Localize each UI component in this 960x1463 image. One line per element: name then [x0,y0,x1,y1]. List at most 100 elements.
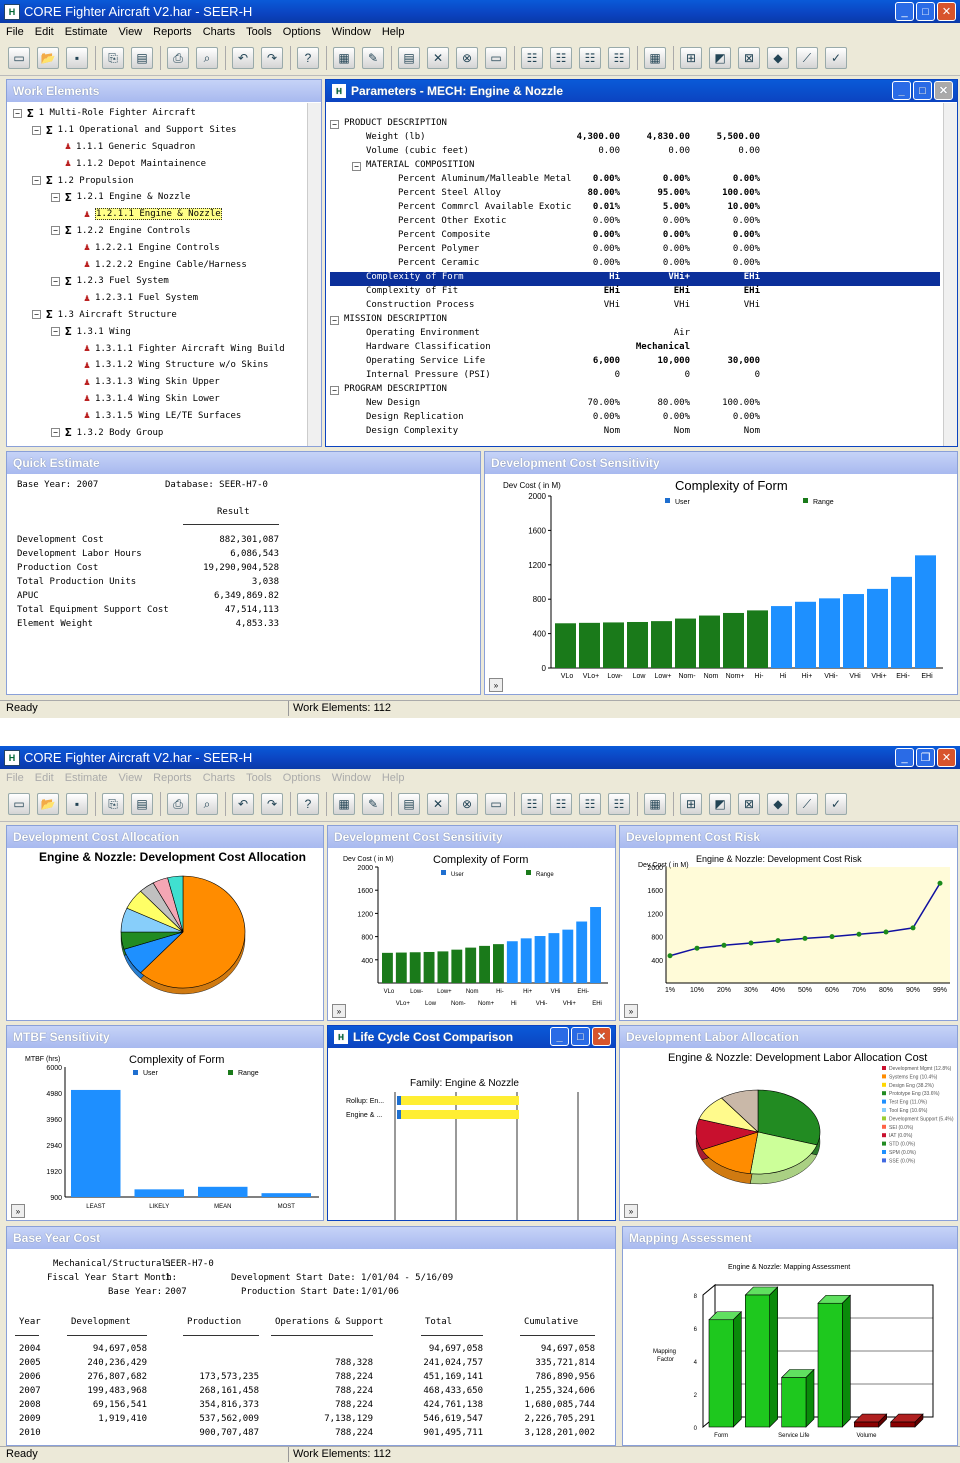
collapse-toggle-icon[interactable]: − [51,192,60,202]
menu-item-edit[interactable]: Edit [34,26,54,38]
collapse-toggle-icon[interactable]: − [51,428,60,438]
note-icon[interactable]: ▭ [485,47,507,69]
tree-item-selected[interactable]: ♟ 1.2.1.1 Engine & Nozzle [13,206,311,223]
help-icon[interactable]: ? [297,47,319,69]
tree-item[interactable]: ♟ 1.3.1.5 Wing LE/TE Surfaces [13,407,311,424]
tree-item[interactable]: − Σ 1.1 Operational and Support Sites [13,122,311,139]
copy-icon[interactable]: ⎘ [102,793,124,815]
param-row[interactable]: − PRODUCT DESCRIPTION [330,118,940,132]
menu-item-edit[interactable]: Edit [34,772,54,784]
collapse-toggle-icon[interactable]: − [51,276,60,286]
param-row[interactable]: − MATERIAL COMPOSITION [330,160,940,174]
plot-icon[interactable]: ⟋ [796,793,818,815]
param-row[interactable]: Complexity of Fit EHi EHi EHi [330,286,940,300]
menu-item-window[interactable]: Window [331,772,371,784]
menu-item-help[interactable]: Help [381,772,405,784]
menu-item-help[interactable]: Help [381,26,405,38]
delete-report-icon[interactable]: ✕ [427,793,449,815]
chart-icon[interactable]: ◩ [709,793,731,815]
tree-item[interactable]: ♟ 1.3.1.1 Fighter Aircraft Wing Build [13,340,311,357]
tree-out-icon[interactable]: ☷ [608,47,630,69]
open-folder-icon[interactable]: 📂 [37,793,59,815]
shapes-icon[interactable]: ◆ [767,47,789,69]
help-icon[interactable]: ? [297,793,319,815]
menu-item-tools[interactable]: Tools [246,772,272,784]
close-button[interactable]: ✕ [937,2,956,21]
menu-item-estimate[interactable]: Estimate [64,26,108,38]
restore-button[interactable]: ❐ [916,748,935,767]
tree-item[interactable]: ♟ 1.3.1.3 Wing Skin Upper [13,374,311,391]
tree-item[interactable]: ♟ 1.2.2.1 Engine Controls [13,239,311,256]
param-row[interactable]: Volume (cubic feet) 0.00 0.00 0.00 [330,146,940,160]
collapse-toggle-icon[interactable]: − [13,108,22,118]
menu-item-view[interactable]: View [118,772,143,784]
param-row[interactable]: − PROGRAM DESCRIPTION [330,384,940,398]
param-row[interactable]: Percent Other Exotic 0.00% 0.00% 0.00% [330,216,940,230]
save-icon[interactable]: ▪ [66,793,88,815]
cancel-icon[interactable]: ⊗ [456,47,478,69]
network-icon[interactable]: ⊞ [680,47,702,69]
undo-icon[interactable]: ↶ [232,793,254,815]
report-icon[interactable]: ▤ [398,793,420,815]
menu-item-view[interactable]: View [118,26,143,38]
param-row[interactable]: Construction Process VHi VHi VHi [330,300,940,314]
param-row[interactable]: Percent Composite 0.00% 0.00% 0.00% [330,230,940,244]
close-button[interactable]: ✕ [937,748,956,767]
menu-item-charts[interactable]: Charts [202,26,236,38]
print-preview-icon[interactable]: ⌕ [196,793,218,815]
collapse-toggle-icon[interactable]: − [32,310,41,320]
param-row[interactable]: New Design 70.00% 80.00% 100.00% [330,398,940,412]
param-row[interactable]: Design Replication 0.00% 0.00% 0.00% [330,412,940,426]
tree-item[interactable]: ♟ 1.2.2.2 Engine Cable/Harness [13,256,311,273]
tree-item[interactable]: − Σ 1 Multi-Role Fighter Aircraft [13,105,311,122]
param-row[interactable]: Operating Service Life 6,000 10,000 30,000 [330,356,940,370]
wbs-icon[interactable]: ⊠ [738,793,760,815]
collapse-toggle-icon[interactable]: − [330,386,339,395]
expand-button[interactable]: » [489,678,503,692]
tree-icon[interactable]: ☷ [521,47,543,69]
collapse-toggle-icon[interactable]: − [32,125,41,135]
save-icon[interactable]: ▪ [66,47,88,69]
expand-button[interactable]: » [624,1204,638,1218]
redo-icon[interactable]: ↷ [261,47,283,69]
paste-icon[interactable]: ▤ [131,47,153,69]
tree-item[interactable]: ♟ 1.3.1.4 Wing Skin Lower [13,391,311,408]
param-row[interactable]: − MISSION DESCRIPTION [330,314,940,328]
table-icon[interactable]: ▦ [644,793,666,815]
collapse-toggle-icon[interactable]: − [330,120,339,129]
param-row[interactable]: Percent Aluminum/Malleable Metal 0.00% 0.0… [330,174,940,188]
expand-button[interactable]: » [332,1004,346,1018]
minimize-button[interactable]: _ [895,748,914,767]
param-row[interactable]: Operating Environment Air [330,328,940,342]
parameters-scrollbar[interactable] [943,103,957,446]
close-button[interactable]: ✕ [592,1027,611,1046]
tree-move-icon[interactable]: ☷ [579,47,601,69]
menu-item-file[interactable]: File [6,26,24,38]
tree-scrollbar[interactable] [307,103,321,446]
chart-icon[interactable]: ◩ [709,47,731,69]
param-row[interactable]: Internal Pressure (PSI) 0 0 0 [330,370,940,384]
tree-item[interactable]: − Σ 1.3 Aircraft Structure [13,307,311,324]
tree-item[interactable]: ♟ 1.2.3.1 Fuel System [13,290,311,307]
menu-item-reports[interactable]: Reports [153,26,192,38]
minimize-button[interactable]: _ [550,1027,569,1046]
menu-item-charts[interactable]: Charts [202,772,236,784]
tree-add-icon[interactable]: ☷ [550,793,572,815]
param-row-selected[interactable]: Complexity of Form Hi VHi+ EHi [330,272,940,286]
new-file-icon[interactable]: ▭ [8,47,30,69]
param-row[interactable]: Weight (lb) 4,300.00 4,830.00 5,500.00 [330,132,940,146]
param-row[interactable]: Percent Polymer 0.00% 0.00% 0.00% [330,244,940,258]
expand-button[interactable]: » [624,1004,638,1018]
minimize-button[interactable]: _ [892,81,911,100]
minimize-button[interactable]: _ [895,2,914,21]
collapse-toggle-icon[interactable]: − [51,226,60,236]
menu-item-options[interactable]: Options [282,26,321,38]
paste-icon[interactable]: ▤ [131,793,153,815]
tree-icon[interactable]: ☷ [521,793,543,815]
tree-item[interactable]: − Σ 1.2 Propulsion [13,172,311,189]
tree-item[interactable]: − Σ 1.3.2 Body Group [13,424,311,441]
copy-icon[interactable]: ⎘ [102,47,124,69]
param-row[interactable]: Percent Steel Alloy 80.00% 95.00% 100.00% [330,188,940,202]
export-icon[interactable]: ✓ [825,793,847,815]
delete-report-icon[interactable]: ✕ [427,47,449,69]
